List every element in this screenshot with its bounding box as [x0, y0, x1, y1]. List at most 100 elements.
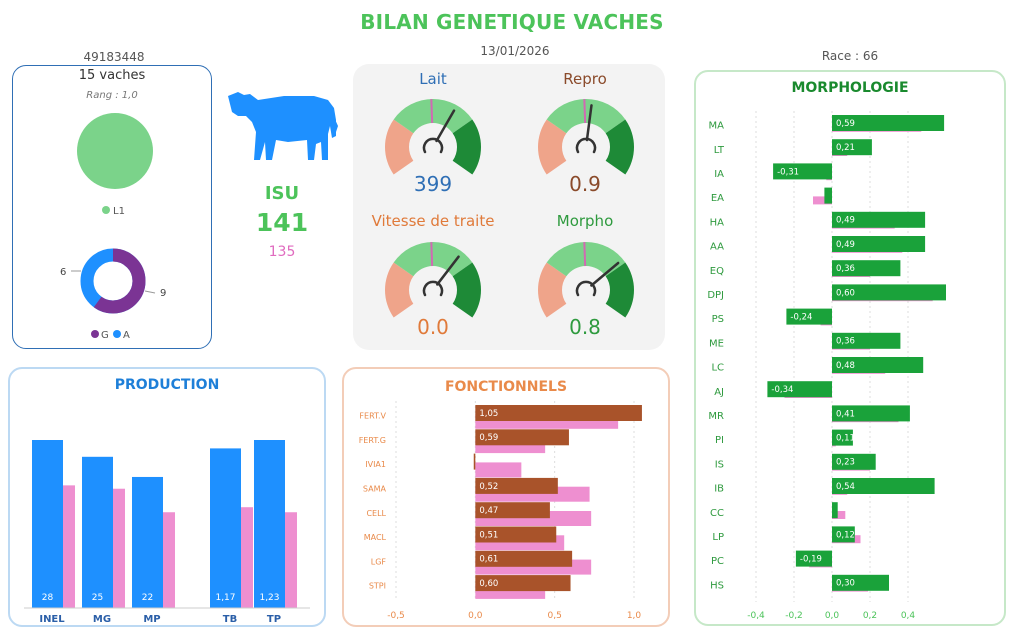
lactation-pie[interactable]: [77, 113, 153, 189]
gauge-repro-needle: [585, 104, 593, 142]
fonctionnels-bar[interactable]: [475, 575, 571, 592]
fonctionnels-tick-label: 0,5: [548, 611, 562, 621]
gauge-repro-hub: [575, 137, 597, 154]
morphologie-bar[interactable]: [832, 478, 935, 494]
morphologie-bar[interactable]: [832, 115, 945, 131]
morphologie-bar-label: -0,19: [800, 554, 822, 564]
morphologie-category-label: MA: [709, 121, 725, 132]
morphologie-bar-label: 0,36: [836, 337, 855, 347]
morphologie-bar[interactable]: [832, 405, 910, 422]
gauge-title-vitesse: Vitesse de traite: [371, 212, 495, 230]
morphologie-bar[interactable]: [832, 260, 901, 277]
morphologie-bar[interactable]: [832, 332, 901, 349]
morphologie-bar-label: 0,49: [836, 216, 855, 226]
production-bar-secondary[interactable]: [241, 507, 253, 608]
gauge-morpho-mid-zone: [546, 242, 626, 277]
fonctionnels-category-label: IVIA1: [365, 460, 386, 469]
fonctionnels-bar-label: 0,60: [479, 579, 498, 589]
morphologie-category-label: EA: [711, 193, 724, 204]
gauge-vitesse-high-zone: [452, 262, 481, 318]
morphologie-bar-secondary[interactable]: [832, 511, 846, 519]
morphologie-bar-label: 0,41: [836, 409, 855, 419]
fonctionnels-bar-label: 0,59: [479, 433, 498, 443]
morphologie-category-label: DPJ: [707, 290, 724, 301]
morphologie-bar-label: 0,59: [836, 119, 855, 129]
fonctionnels-bar-label: 0,61: [479, 555, 498, 565]
fonctionnels-bar-label: 0,47: [479, 506, 498, 516]
gauge-title-morpho: Morpho: [556, 212, 614, 230]
gauge-morpho-hub: [575, 280, 597, 297]
morphologie-bar[interactable]: [832, 574, 889, 591]
fonctionnels-bar[interactable]: [475, 550, 573, 567]
morphologie-bar[interactable]: [832, 211, 926, 228]
fonctionnels-bar-secondary[interactable]: [475, 462, 522, 478]
production-bar-secondary[interactable]: [113, 488, 125, 608]
donut-value-left: 6: [60, 267, 66, 278]
production-bar[interactable]: [210, 448, 241, 608]
race-label: Race : 66: [821, 49, 879, 63]
morphologie-bar[interactable]: [824, 187, 832, 204]
gauge-repro-mid-zone: [546, 98, 626, 134]
morphologie-bar-label: 0,36: [836, 264, 855, 274]
morphologie-bar-label: -0,34: [771, 385, 793, 395]
fonctionnels-bar[interactable]: [475, 502, 550, 519]
production-category-label: MG: [93, 614, 111, 625]
morphologie-bar[interactable]: [832, 429, 853, 446]
production-bar[interactable]: [254, 440, 285, 608]
fonctionnels-bar[interactable]: [475, 526, 557, 543]
legend-label-g: G: [101, 330, 109, 341]
morphologie-bar-label: 0,12: [836, 530, 855, 540]
fonctionnels-chart: -0,5 0,0 0,5 1,0 1,05 FERT.V 0,59 FERT.G IVIA1 0,…: [359, 401, 642, 621]
morphologie-bar[interactable]: [832, 453, 876, 470]
donut-segment-g[interactable]: [80, 248, 146, 314]
morphologie-bar-label: 0,11: [836, 433, 855, 443]
fonctionnels-title: FONCTIONNELS: [444, 379, 568, 395]
legend-dot-a: [113, 330, 121, 338]
morphologie-bar[interactable]: [832, 526, 855, 543]
morphologie-bar[interactable]: [795, 550, 832, 567]
morphologie-category-label: IS: [715, 459, 724, 470]
morphologie-category-label: CC: [710, 508, 724, 519]
morphologie-bar-secondary[interactable]: [813, 196, 832, 205]
fonctionnels-bar[interactable]: [475, 429, 569, 446]
morphologie-bar[interactable]: [786, 308, 832, 325]
fonctionnels-bar[interactable]: [475, 405, 642, 421]
production-bar[interactable]: [132, 476, 163, 608]
herd-id: 49183448: [83, 50, 145, 64]
morphologie-bar[interactable]: [832, 284, 946, 301]
fonctionnels-tick-label: -0,5: [387, 611, 405, 621]
production-bar-secondary[interactable]: [163, 512, 175, 608]
morphologie-bar[interactable]: [832, 357, 924, 373]
morphologie-bar[interactable]: [832, 236, 926, 252]
morphologie-tick-label: -0,2: [785, 611, 803, 621]
fonctionnels-bar[interactable]: [473, 453, 476, 470]
donut-value-right: 9: [160, 288, 166, 299]
morphologie-bar[interactable]: [773, 163, 832, 180]
production-bar-label: 1,23: [259, 593, 279, 603]
production-category-label: INEL: [39, 614, 65, 625]
fonctionnels-bar-label: 0,52: [479, 482, 498, 492]
isu-label: ISU: [264, 183, 300, 204]
gauge-vitesse-mid-zone: [393, 242, 473, 277]
production-bar-label: 22: [142, 593, 153, 603]
production-bar[interactable]: [82, 456, 113, 608]
gauge-repro-reference-mark: [583, 98, 587, 124]
production-bar-secondary[interactable]: [63, 485, 75, 608]
morphologie-bar[interactable]: [832, 502, 838, 519]
morphologie-tick-label: -0,4: [747, 611, 765, 621]
donut-leader-right: [144, 290, 156, 294]
isu-sub-value: 135: [268, 244, 296, 260]
morphologie-bar[interactable]: [832, 139, 872, 156]
morphologie-title: MORPHOLOGIE: [791, 80, 909, 96]
fonctionnels-bar[interactable]: [475, 477, 558, 494]
production-bar-label: 28: [42, 593, 54, 603]
production-bar[interactable]: [32, 440, 63, 608]
page-title: BILAN GENETIQUE VACHES: [360, 10, 664, 34]
gauge-repro-high-zone: [605, 119, 634, 175]
morphologie-card: MORPHOLOGIE -0,4 -0,2 0,0 0,2 0,4 0,59 MA 0,21 L…: [694, 70, 1006, 626]
gauge-lait-low-zone: [385, 119, 414, 175]
production-bar-secondary[interactable]: [285, 512, 297, 608]
morphologie-category-label: PI: [715, 435, 724, 446]
morphologie-bar[interactable]: [767, 381, 832, 398]
fonctionnels-tick-label: 1,0: [627, 611, 642, 621]
